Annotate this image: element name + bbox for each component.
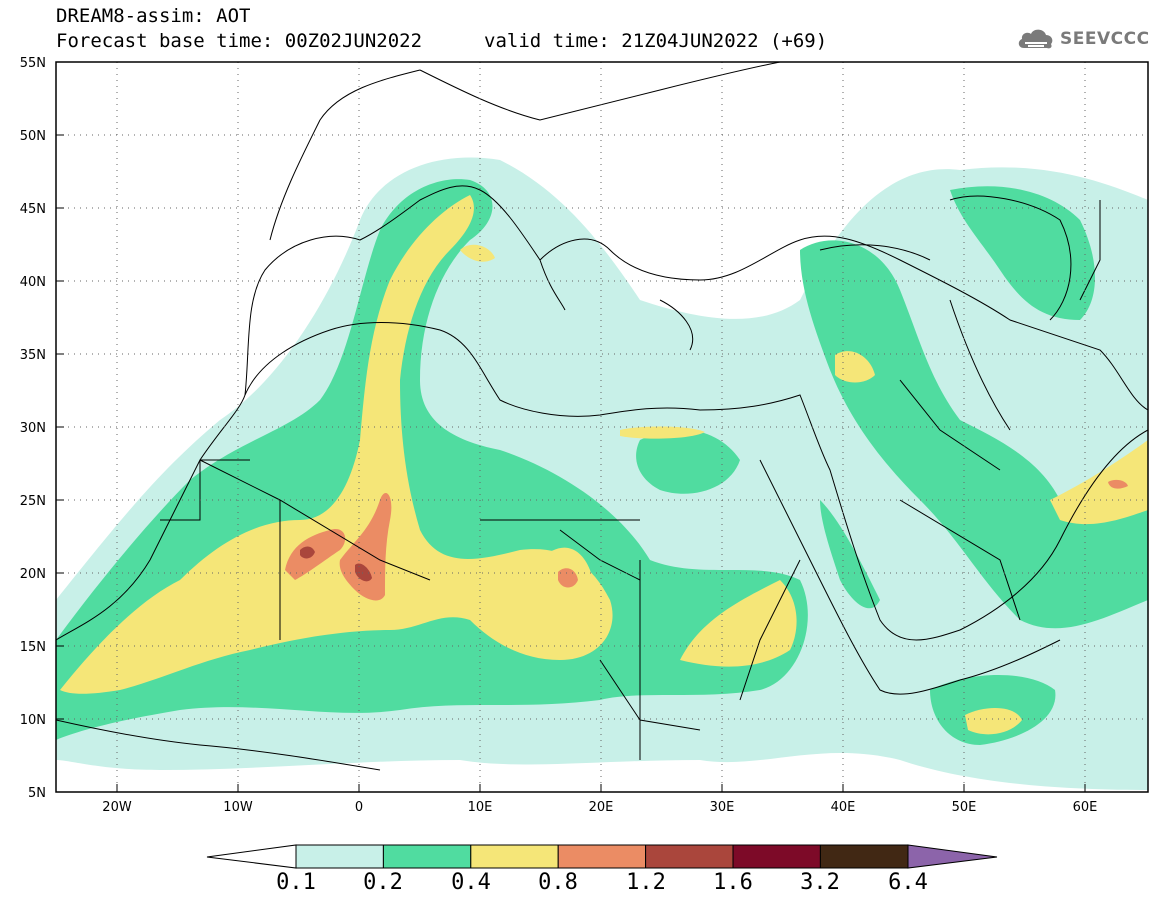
lat-label: 40N <box>20 275 46 290</box>
colorbar-over-arrow <box>907 844 998 869</box>
lat-label: 30N <box>20 421 46 436</box>
colorbar-label: 0.4 <box>451 870 491 895</box>
colorbar-segment <box>295 844 384 869</box>
grid-lines <box>56 62 1148 792</box>
lon-label: 20E <box>589 800 614 815</box>
lat-label: 5N <box>28 786 46 801</box>
colorbar-label: 0.2 <box>363 870 403 895</box>
lon-label: 10W <box>223 800 253 815</box>
colorbar-label: 6.4 <box>888 870 928 895</box>
colorbar-segment <box>470 844 559 869</box>
longitude-labels: 20W 10W 0 10E 20E 30E 40E 50E 60E <box>102 800 1097 815</box>
latitude-labels: 55N 50N 45N 40N 35N 30N 25N 20N 15N 10N … <box>20 56 46 801</box>
lat-label: 20N <box>20 567 46 582</box>
lon-label: 40E <box>831 800 856 815</box>
colorbar-label: 0.8 <box>538 870 578 895</box>
lat-label: 10N <box>20 713 46 728</box>
lon-label: 0 <box>355 800 363 815</box>
lon-label: 10E <box>468 800 493 815</box>
cloud-logo-icon <box>1018 29 1053 49</box>
lat-label: 50N <box>20 129 46 144</box>
lon-label: 50E <box>952 800 977 815</box>
lon-label: 20W <box>102 800 132 815</box>
map-title: DREAM8-assim: AOT <box>56 5 251 27</box>
lat-label: 45N <box>20 202 46 217</box>
colorbar-segment <box>557 844 647 869</box>
forecast-base-time: Forecast base time: 00Z02JUN2022 <box>56 30 423 52</box>
colorbar-segment <box>819 844 909 869</box>
colorbar-label: 1.6 <box>713 870 753 895</box>
logo-text: SEEVCCC <box>1060 29 1150 49</box>
valid-time: valid time: 21Z04JUN2022 (+69) <box>484 30 828 52</box>
lat-label: 35N <box>20 348 46 363</box>
colorbar-label: 1.2 <box>626 870 666 895</box>
seevccc-logo: SEEVCCC <box>1016 24 1150 54</box>
colorbar-label: 3.2 <box>800 870 840 895</box>
colorbar-under-arrow <box>206 844 297 869</box>
aot-shading <box>56 157 1148 790</box>
axis-ticks <box>56 61 1086 793</box>
colorbar-segment <box>382 844 472 869</box>
colorbar <box>206 844 998 869</box>
colorbar-segment <box>645 844 734 869</box>
colorbar-segment <box>732 844 821 869</box>
lat-label: 25N <box>20 494 46 509</box>
lat-label: 55N <box>20 56 46 71</box>
lat-label: 15N <box>20 640 46 655</box>
lon-label: 30E <box>710 800 735 815</box>
lon-label: 60E <box>1073 800 1098 815</box>
colorbar-label: 0.1 <box>276 870 316 895</box>
